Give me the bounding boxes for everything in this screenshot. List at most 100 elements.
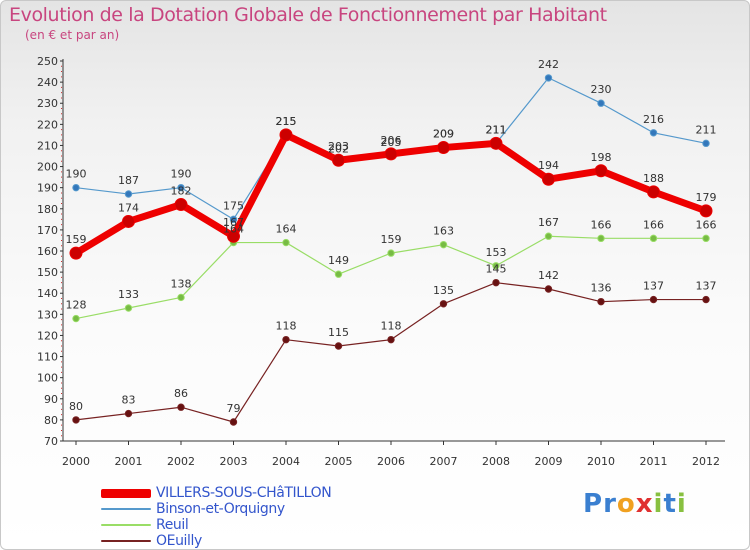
legend-item-oeuilly: OEuilly xyxy=(101,533,331,549)
x-tick-label: 2012 xyxy=(692,455,720,468)
data-point xyxy=(72,183,80,192)
legend-item-binson: Binson-et-Orquigny xyxy=(101,501,331,517)
series-line-3 xyxy=(75,282,706,423)
legend-label-oeuilly: OEuilly xyxy=(156,533,202,549)
x-tick-label: 2009 xyxy=(535,455,563,468)
data-point xyxy=(597,99,605,107)
data-point xyxy=(492,262,500,270)
data-label: 136 xyxy=(591,282,612,295)
data-point xyxy=(702,234,710,243)
data-label: 137 xyxy=(643,280,664,293)
data-point xyxy=(332,153,345,167)
data-point xyxy=(649,234,658,243)
data-labels: 159 174 182 167 215 203 206 209 211 194 198 188 179 1… xyxy=(66,58,717,415)
data-label: 205 xyxy=(381,136,402,149)
data-point xyxy=(544,285,553,293)
data-label: 198 xyxy=(591,151,612,164)
y-tick-label: 200 xyxy=(37,161,58,174)
data-label: 135 xyxy=(433,284,454,297)
legend-swatch-binson xyxy=(101,508,151,510)
data-label: 115 xyxy=(328,326,349,339)
y-tick-label: 110 xyxy=(37,351,58,364)
series-lines xyxy=(69,74,713,426)
logo-letter: t xyxy=(663,489,677,519)
data-label: 190 xyxy=(66,168,87,181)
logo-letter: o xyxy=(616,489,636,519)
data-label: 167 xyxy=(538,216,559,229)
y-tick-label: 160 xyxy=(37,245,58,258)
logo-letter: x xyxy=(635,489,654,519)
data-label: 142 xyxy=(538,269,559,282)
data-label: 166 xyxy=(591,218,612,231)
data-point xyxy=(69,246,83,260)
data-point xyxy=(649,295,658,304)
y-tick-label: 170 xyxy=(37,224,58,237)
data-label: 159 xyxy=(381,233,402,246)
data-label: 166 xyxy=(643,218,664,231)
data-label: 211 xyxy=(696,123,717,136)
y-tick-label: 190 xyxy=(37,182,58,195)
x-tick-label: 2005 xyxy=(325,455,353,468)
data-label: 216 xyxy=(643,113,664,126)
y-tick-label: 130 xyxy=(37,308,58,321)
data-point xyxy=(597,297,605,306)
data-label: 149 xyxy=(328,254,349,267)
x-tick-label: 2006 xyxy=(377,455,405,468)
y-tick-label: 230 xyxy=(37,97,58,110)
y-tick-label: 210 xyxy=(37,139,58,152)
legend-swatch-villers xyxy=(101,488,151,498)
data-point xyxy=(437,141,450,155)
x-tick-label: 2011 xyxy=(640,455,668,468)
proxiti-logo: Proxiti xyxy=(583,489,687,519)
data-label: 215 xyxy=(276,115,297,128)
data-label: 188 xyxy=(643,172,664,185)
y-tick-label: 220 xyxy=(37,118,58,131)
x-tick-label: 2010 xyxy=(587,455,615,468)
y-tick-label: 140 xyxy=(37,287,58,300)
x-tick-label: 2007 xyxy=(430,455,458,468)
data-label: 145 xyxy=(486,263,507,276)
logo-letter: P xyxy=(583,489,604,519)
data-label: 166 xyxy=(696,218,717,231)
data-label: 206 xyxy=(381,134,402,147)
y-tick-label: 150 xyxy=(37,266,58,279)
legend: VILLERS-SOUS-CHâTILLON Binson-et-Orquign… xyxy=(101,485,332,549)
data-point xyxy=(229,215,238,224)
data-point xyxy=(282,335,290,344)
data-label: 138 xyxy=(171,277,192,290)
data-point xyxy=(702,139,710,148)
data-point xyxy=(177,293,185,302)
data-label: 211 xyxy=(486,123,507,136)
data-point xyxy=(227,229,240,243)
data-point xyxy=(649,129,658,137)
data-point xyxy=(122,214,135,228)
x-tick-label: 2008 xyxy=(482,455,510,468)
x-tick-label: 2000 xyxy=(62,455,90,468)
data-point xyxy=(124,409,133,418)
data-label: 80 xyxy=(69,400,83,413)
data-point xyxy=(282,238,290,247)
legend-item-villers: VILLERS-SOUS-CHâTILLON xyxy=(101,485,332,501)
data-label: 133 xyxy=(118,288,139,301)
y-tick-label: 240 xyxy=(37,76,58,89)
x-tick-label: 2001 xyxy=(115,455,143,468)
data-point xyxy=(544,232,553,240)
data-label: 167 xyxy=(223,216,244,229)
data-label: 175 xyxy=(223,199,244,212)
y-tick-label: 250 xyxy=(37,55,58,68)
chart-subtitle: (en € et par an) xyxy=(25,28,120,42)
data-label: 211 xyxy=(486,123,507,136)
logo-letter: i xyxy=(653,489,664,519)
data-point xyxy=(177,403,185,411)
data-label: 187 xyxy=(118,174,139,187)
y-tick-label: 90 xyxy=(44,393,58,406)
data-label: 79 xyxy=(227,402,241,415)
data-label: 202 xyxy=(328,142,349,155)
x-tick-label: 2003 xyxy=(220,455,248,468)
data-label: 164 xyxy=(276,223,297,236)
data-point xyxy=(124,304,133,312)
data-label: 209 xyxy=(433,128,454,141)
data-point xyxy=(72,416,80,424)
x-tick-label: 2002 xyxy=(167,455,195,468)
